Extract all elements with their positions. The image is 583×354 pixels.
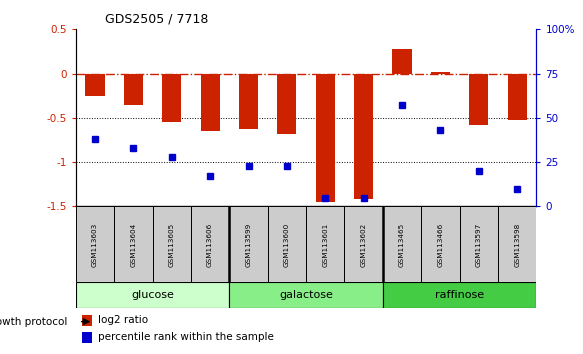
Text: GSM113606: GSM113606	[207, 222, 213, 267]
Bar	[76, 206, 114, 282]
Bar	[239, 74, 258, 129]
Bar	[421, 206, 459, 282]
Bar	[191, 206, 229, 282]
Text: GSM113600: GSM113600	[284, 222, 290, 267]
Bar	[383, 206, 421, 282]
Text: GSM113597: GSM113597	[476, 222, 482, 267]
Bar	[153, 206, 191, 282]
Text: GSM113604: GSM113604	[131, 222, 136, 267]
Text: glucose: glucose	[131, 290, 174, 300]
Bar	[162, 74, 181, 122]
Bar	[354, 74, 373, 199]
Bar	[229, 282, 383, 308]
Bar	[306, 206, 345, 282]
Text: GSM113602: GSM113602	[361, 222, 367, 267]
Bar	[278, 74, 297, 134]
Text: galactose: galactose	[279, 290, 333, 300]
Text: GDS2505 / 7718: GDS2505 / 7718	[105, 13, 208, 26]
Text: raffinose: raffinose	[435, 290, 484, 300]
Text: percentile rank within the sample: percentile rank within the sample	[98, 332, 274, 342]
Bar	[76, 282, 229, 308]
Text: GSM113598: GSM113598	[514, 222, 520, 267]
Bar	[201, 74, 220, 131]
Bar	[124, 74, 143, 105]
Text: GSM113603: GSM113603	[92, 222, 98, 267]
Bar	[498, 206, 536, 282]
Bar	[469, 74, 489, 125]
Bar	[383, 282, 536, 308]
Text: GSM113605: GSM113605	[168, 222, 175, 267]
Bar	[431, 72, 450, 74]
Bar	[508, 74, 527, 120]
Text: GSM113466: GSM113466	[437, 222, 444, 267]
Text: growth protocol: growth protocol	[0, 316, 67, 327]
Text: GSM113601: GSM113601	[322, 222, 328, 267]
Bar	[392, 49, 412, 74]
Text: log2 ratio: log2 ratio	[98, 315, 148, 325]
Text: GSM113465: GSM113465	[399, 222, 405, 267]
Bar	[114, 206, 153, 282]
Text: GSM113599: GSM113599	[245, 222, 251, 267]
Bar	[229, 206, 268, 282]
Bar	[85, 74, 104, 96]
Bar	[315, 74, 335, 202]
Bar	[459, 206, 498, 282]
Bar	[82, 332, 92, 343]
Bar	[82, 315, 92, 326]
Bar	[268, 206, 306, 282]
Bar	[345, 206, 383, 282]
